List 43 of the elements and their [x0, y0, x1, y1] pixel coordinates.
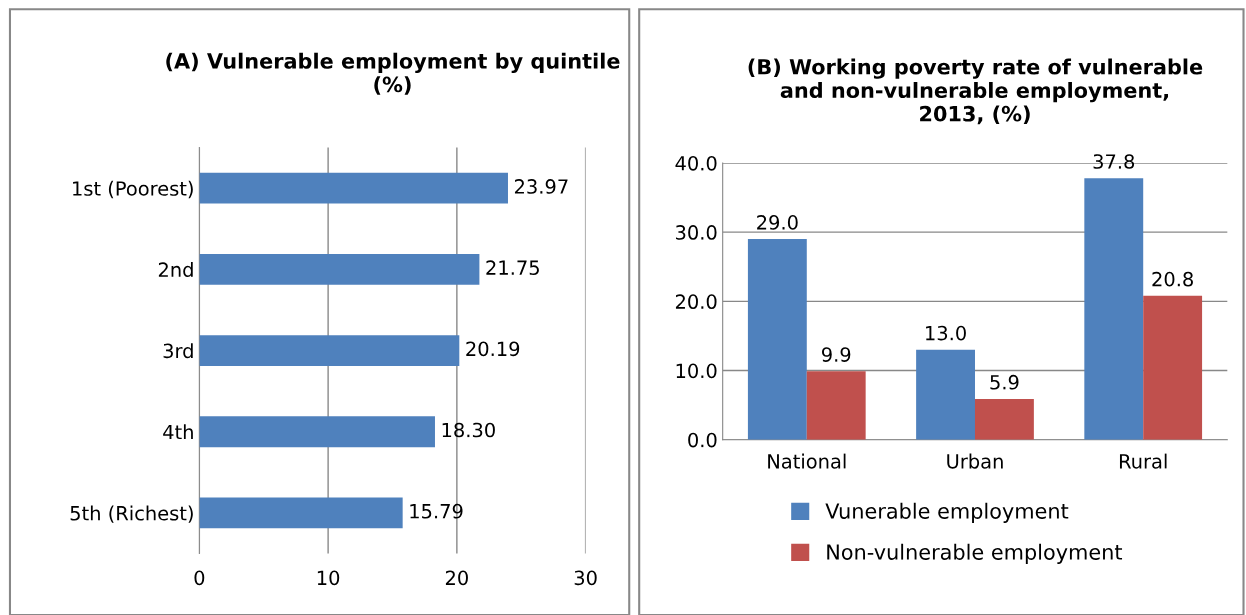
y-tick-label: 4th [163, 424, 193, 440]
bar [806, 371, 866, 440]
legend-label: Non-vulnerable employment [827, 543, 1123, 564]
y-tick-label: 20.0 [675, 294, 717, 310]
data-label: 9.9 [821, 347, 851, 362]
y-tick-label: 40.0 [675, 155, 717, 171]
bar [1084, 178, 1144, 440]
y-tick-label: 30.0 [676, 225, 717, 240]
y-tick-label: 3rd [163, 343, 193, 359]
y-tick-label: 10.0 [676, 363, 717, 379]
x-tick-label: 20 [445, 570, 468, 586]
y-tick-label: 5th (Richest) [70, 505, 193, 523]
y-tick-label: 0.0 [688, 432, 717, 448]
chart-title: (B) Working poverty rate of vulnerable and non-vulnerable employment, 2013, (%) [748, 58, 1203, 125]
x-tick-label: 30 [574, 570, 597, 586]
y-tick-label: 1st (Poorest) [73, 180, 193, 199]
data-label: 21.75 [486, 260, 539, 276]
bar [747, 239, 807, 440]
data-label: 5.9 [990, 374, 1019, 390]
x-tick-label: Urban [947, 453, 1003, 469]
y-tick-label: 2nd [158, 261, 193, 278]
chart-title: (A) Vulnerable employment by quintile (%) [166, 52, 620, 95]
bar [199, 497, 403, 529]
x-tick-label: 10 [317, 570, 340, 586]
legend-label: Vunerable employment [825, 502, 1069, 523]
data-label: 29.0 [757, 215, 798, 230]
data-label: 13.0 [926, 325, 966, 341]
data-label: 20.19 [466, 341, 520, 357]
bar [199, 335, 460, 366]
bar [199, 253, 480, 285]
bar [1143, 295, 1203, 440]
bar [199, 416, 435, 448]
data-label: 37.8 [1093, 154, 1135, 169]
bar [199, 172, 508, 204]
data-label: 18.30 [442, 422, 495, 438]
data-label: 20.8 [1152, 271, 1193, 287]
bar [975, 398, 1034, 440]
data-label: 15.79 [410, 503, 463, 519]
data-label: 23.97 [514, 179, 568, 194]
x-tick-label: National [768, 453, 846, 469]
bar [916, 349, 975, 440]
x-tick-label: Rural [1119, 453, 1167, 469]
x-tick-label: 0 [194, 570, 205, 586]
